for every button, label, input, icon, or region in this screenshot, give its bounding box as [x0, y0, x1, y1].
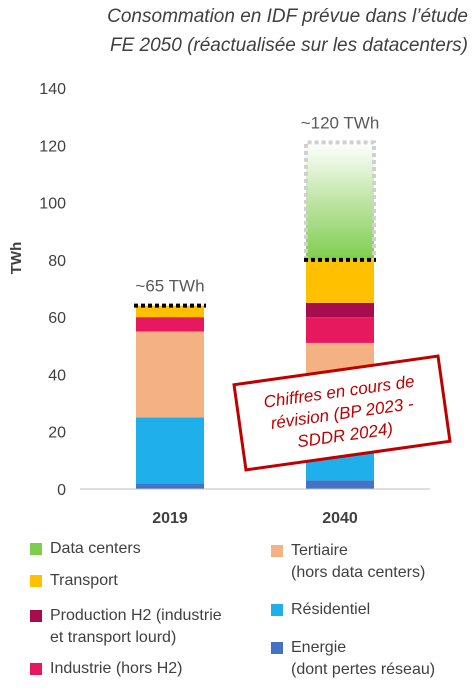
- revision-stamp: Chiffres en cours de révision (BP 2023 -…: [232, 354, 452, 472]
- legend-label-line: Industrie (hors H2): [50, 660, 183, 677]
- legend-label: Data centers: [50, 538, 141, 560]
- y-tick-0: 0: [57, 482, 66, 499]
- legend-label: Energie (dont pertes réseau): [291, 637, 435, 681]
- bar-2019-transport: [136, 305, 204, 318]
- revision-stamp-border: [232, 354, 452, 472]
- legend-swatch: [30, 543, 42, 555]
- bar-2019-tertiaire-hors-data-centers: [136, 331, 204, 418]
- legend-swatch: [30, 663, 42, 675]
- y-tick-labels: 0 20 40 60 80 100 120 140: [39, 81, 66, 499]
- legend-label: Production H2 (industrie et transport lou…: [50, 605, 222, 649]
- legend-item-6: Energie (dont pertes réseau): [271, 637, 435, 681]
- legend-label-line: Tertiaire: [291, 542, 348, 559]
- y-axis-label: TWh: [8, 242, 25, 274]
- legend-label: Tertiaire (hors data centers): [291, 540, 425, 584]
- category-label-2019: 2019: [152, 510, 188, 527]
- bar-2040-data-centers-outline: [304, 140, 376, 260]
- legend-label-line: Production H2 (industrie: [50, 607, 222, 624]
- bar-2019-residentiel: [136, 417, 204, 484]
- y-tick-140: 140: [39, 81, 66, 98]
- legend-label: Transport: [50, 570, 118, 592]
- y-tick-100: 100: [39, 196, 66, 213]
- total-label-2040: ~120 TWh: [301, 113, 380, 132]
- bar-2040-transport: [306, 259, 374, 303]
- legend-label-line: Transport: [50, 572, 118, 589]
- legend-swatch: [271, 545, 283, 557]
- legend-swatch: [30, 575, 42, 587]
- legend-item-0: Data centers: [30, 538, 141, 560]
- legend-item-2: Production H2 (industrie et transport lou…: [30, 605, 222, 649]
- total-label-2019: ~65 TWh: [135, 277, 204, 296]
- y-tick-80: 80: [48, 253, 66, 270]
- bar-2040-industrie-hors-h2: [306, 317, 374, 343]
- legend-label: Industrie (hors H2): [50, 658, 183, 680]
- total-labels: ~65 TWh ~120 TWh: [135, 113, 379, 295]
- y-tick-40: 40: [48, 367, 66, 384]
- legend-label-line: Résidentiel: [291, 601, 371, 618]
- chart-title-line-1: Consommation en IDF prévue dans l’étude: [107, 6, 468, 27]
- y-tick-60: 60: [48, 310, 66, 327]
- legend-label: Résidentiel: [291, 599, 370, 621]
- bar-2040-data-centers: [306, 142, 374, 260]
- legend-label-line: (hors data centers): [291, 564, 426, 581]
- bar-2019-industrie-hors-h2: [136, 317, 204, 332]
- legend-item-5: Résidentiel: [271, 599, 370, 621]
- legend: Data centers Transport Production H2 (indu…: [0, 530, 476, 700]
- category-labels: 2019 2040: [152, 510, 358, 527]
- bar-2040-energie-dont-pertes-reseau: [306, 480, 374, 489]
- bar-2040-production-h2-industrie-et-transport-lourd: [306, 302, 374, 318]
- chart-title-line-2: FE 2050 (réactualisée sur les datacenter…: [110, 35, 468, 56]
- y-tick-20: 20: [48, 425, 66, 442]
- bar-2019-energie-dont-pertes-reseau: [136, 483, 204, 489]
- legend-label-line: (dont pertes réseau): [291, 661, 436, 678]
- legend-swatch: [30, 610, 42, 622]
- legend-label-line: et transport lourd): [50, 629, 177, 646]
- legend-item-3: Industrie (hors H2): [30, 658, 183, 680]
- legend-label-line: Energie: [291, 639, 347, 656]
- legend-item-1: Transport: [30, 570, 118, 592]
- legend-label-line: Data centers: [50, 540, 141, 557]
- legend-swatch: [271, 604, 283, 616]
- chart: Consommation en IDF prévue dans l’étude …: [8, 6, 468, 527]
- y-tick-120: 120: [39, 138, 66, 155]
- legend-swatch: [271, 642, 283, 654]
- category-label-2040: 2040: [322, 510, 358, 527]
- legend-item-4: Tertiaire (hors data centers): [271, 540, 425, 584]
